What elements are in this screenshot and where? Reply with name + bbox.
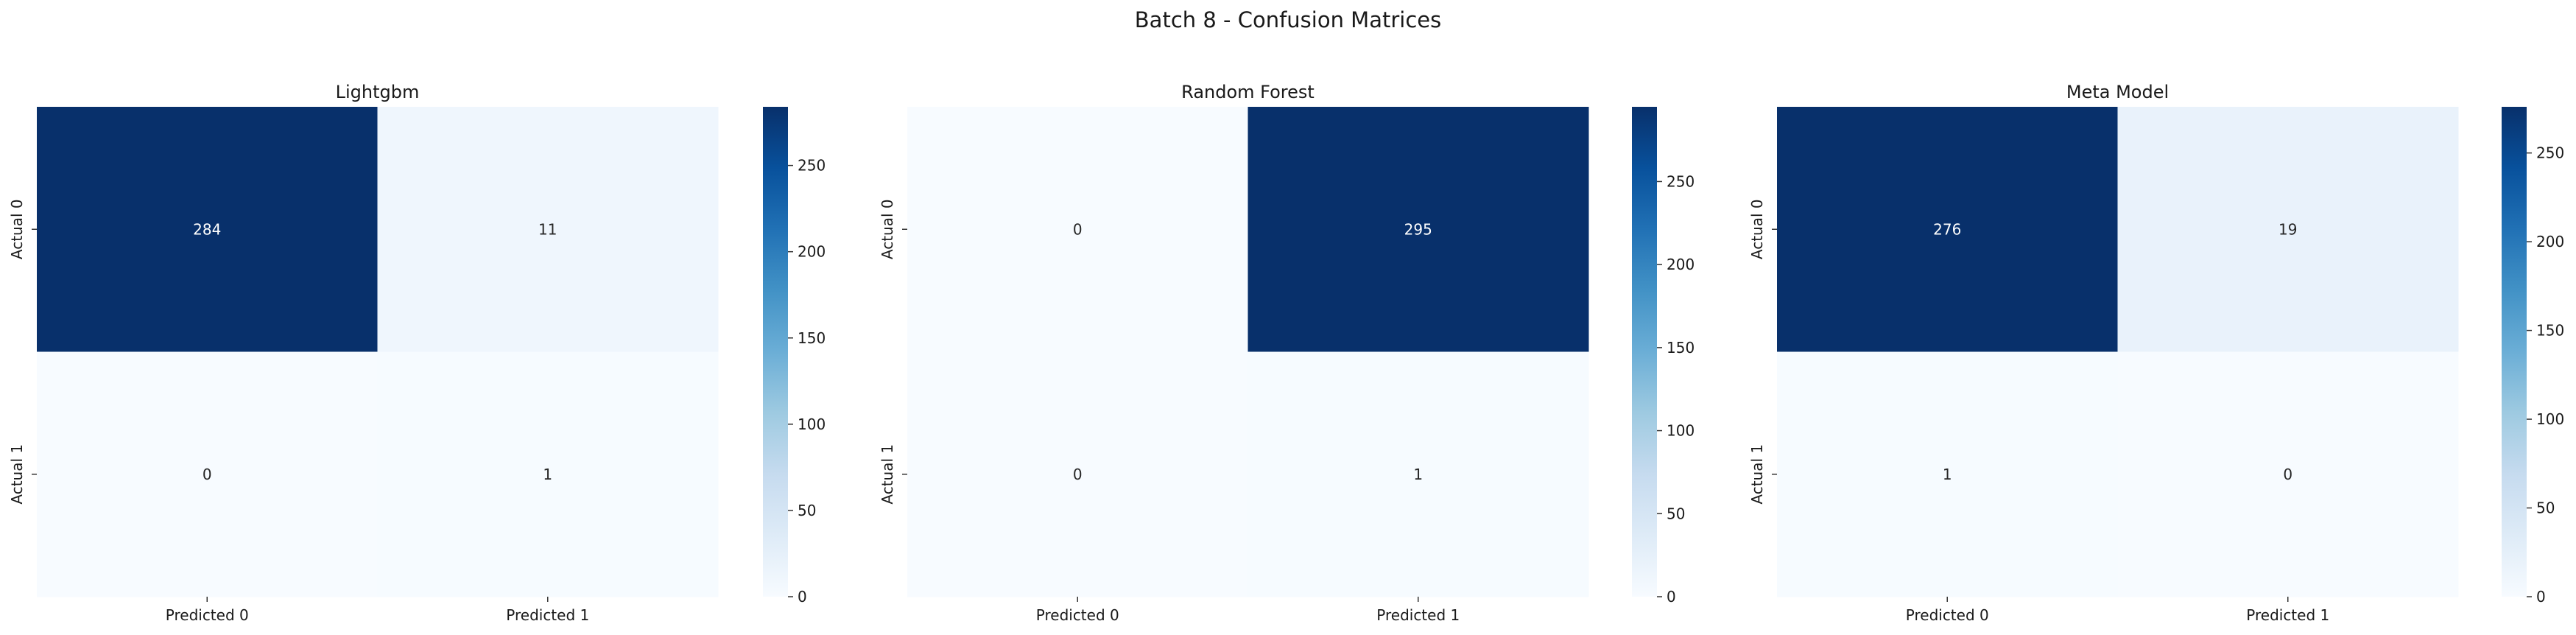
- heatmap-cell: [37, 107, 378, 352]
- y-tick-label: Actual 1: [8, 444, 26, 505]
- heatmap-cell: [1247, 351, 1589, 597]
- heatmap-cell: [377, 351, 719, 597]
- colorbar-tick-label: 50: [798, 502, 816, 519]
- colorbar-tick-label: 200: [798, 243, 826, 261]
- y-tick-label: Actual 1: [879, 444, 896, 505]
- cell-value-label: 1: [543, 466, 552, 483]
- colorbar-tick-label: 100: [2536, 410, 2564, 428]
- colorbar-tick-label: 0: [1667, 588, 1676, 606]
- colorbar-tick-label: 50: [1667, 505, 1685, 522]
- x-tick-label: Predicted 0: [1906, 606, 1989, 624]
- colorbar-tick-label: 200: [1667, 256, 1695, 273]
- figure-title: Batch 8 - Confusion Matrices: [1134, 7, 1442, 32]
- x-tick-label: Predicted 1: [1376, 606, 1460, 624]
- colorbar-tick-label: 250: [798, 157, 826, 175]
- heatmap-cell: [377, 107, 719, 352]
- colorbar-tick-label: 50: [2536, 499, 2555, 517]
- colorbar-3: [2502, 107, 2527, 597]
- colorbar-tick-label: 150: [798, 329, 826, 347]
- heatmap-title-3: Meta Model: [2066, 82, 2169, 102]
- heatmap-title-1: Lightgbm: [336, 82, 420, 102]
- heatmap-cell: [907, 107, 1248, 352]
- colorbar-1: [763, 107, 788, 597]
- colorbar-tick-label: 200: [2536, 233, 2564, 250]
- cell-value-label: 0: [1073, 466, 1083, 483]
- cell-value-label: 276: [1933, 220, 1961, 238]
- cell-value-label: 1: [1943, 466, 1952, 483]
- colorbar-tick-label: 100: [1667, 422, 1695, 440]
- colorbar-tick-label: 150: [1667, 339, 1695, 357]
- x-tick-label: Predicted 1: [2246, 606, 2329, 624]
- cell-value-label: 284: [193, 220, 221, 238]
- cell-value-label: 19: [2278, 220, 2297, 238]
- heatmap-cell: [1777, 107, 2118, 352]
- colorbar-tick-label: 250: [1667, 172, 1695, 190]
- colorbar-2: [1632, 107, 1657, 597]
- heatmap-cell: [907, 351, 1248, 597]
- heatmap-cell: [2117, 107, 2459, 352]
- heatmap-cell: [1777, 351, 2118, 597]
- cell-value-label: 295: [1404, 220, 1432, 238]
- colorbar-tick-label: 150: [2536, 322, 2564, 340]
- x-tick-label: Predicted 0: [166, 606, 249, 624]
- colorbar-tick-label: 0: [798, 588, 807, 606]
- y-tick-label: Actual 1: [1748, 444, 1766, 505]
- y-tick-label: Actual 0: [1748, 199, 1766, 259]
- y-tick-label: Actual 0: [8, 199, 26, 259]
- colorbar-tick-label: 0: [2536, 588, 2546, 606]
- y-tick-label: Actual 0: [879, 199, 896, 259]
- colorbar-tick-label: 250: [2536, 144, 2564, 162]
- heatmap-cell: [1247, 107, 1589, 352]
- heatmap-cell: [37, 351, 378, 597]
- colorbar-tick-label: 100: [798, 415, 826, 433]
- x-tick-label: Predicted 1: [506, 606, 589, 624]
- heatmap-title-2: Random Forest: [1181, 82, 1315, 102]
- cell-value-label: 1: [1413, 466, 1423, 483]
- heatmap-cell: [2117, 351, 2459, 597]
- cell-value-label: 11: [538, 220, 557, 238]
- cell-value-label: 0: [203, 466, 212, 483]
- x-tick-label: Predicted 0: [1036, 606, 1119, 624]
- cell-value-label: 0: [1073, 220, 1083, 238]
- cell-value-label: 0: [2283, 466, 2292, 483]
